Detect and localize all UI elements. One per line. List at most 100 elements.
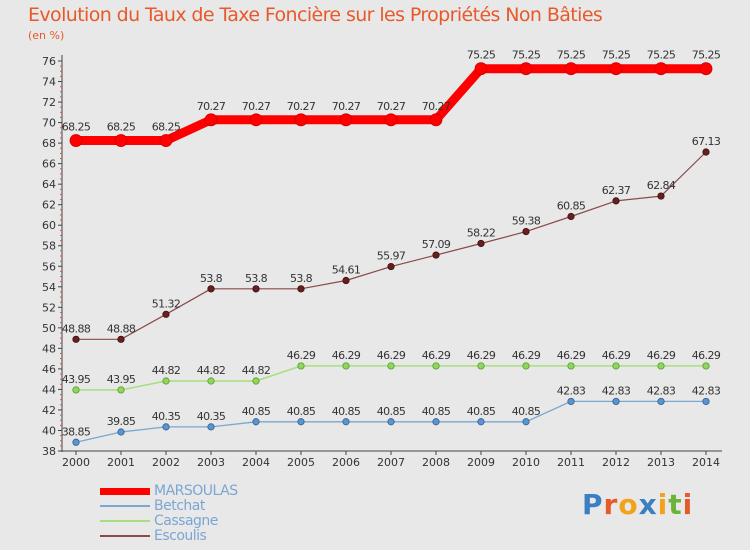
data-label-betchat: 40.85 bbox=[377, 405, 406, 418]
data-label-betchat: 40.85 bbox=[512, 405, 541, 418]
data-point-cassagne bbox=[297, 362, 305, 370]
data-label-cassagne: 43.95 bbox=[62, 373, 91, 386]
x-tick-label: 2009 bbox=[467, 456, 495, 469]
data-point-marsoulas bbox=[654, 62, 668, 76]
legend-swatch-betchat bbox=[100, 505, 150, 507]
data-point-betchat bbox=[342, 418, 350, 426]
data-label-marsoulas: 70.27 bbox=[377, 100, 406, 113]
y-tick-label: 44 bbox=[42, 383, 56, 396]
data-label-escoulis: 48.88 bbox=[62, 322, 91, 335]
x-tick-label: 2013 bbox=[647, 456, 675, 469]
data-point-marsoulas bbox=[699, 62, 713, 76]
legend-item-escoulis: Escoulis bbox=[100, 529, 238, 544]
data-label-betchat: 40.85 bbox=[332, 405, 361, 418]
y-tick-label: 74 bbox=[42, 76, 56, 89]
data-point-marsoulas bbox=[294, 113, 308, 127]
legend-label-betchat: Betchat bbox=[154, 498, 205, 514]
x-tick-label: 2002 bbox=[152, 456, 180, 469]
legend-swatch-escoulis bbox=[100, 535, 150, 537]
data-point-betchat bbox=[522, 418, 530, 426]
data-label-marsoulas: 68.25 bbox=[107, 121, 136, 134]
legend-label-marsoulas: MARSOULAS bbox=[154, 483, 238, 499]
data-point-cassagne bbox=[522, 362, 530, 370]
data-point-cassagne bbox=[612, 362, 620, 370]
data-label-escoulis: 60.85 bbox=[557, 199, 586, 212]
data-label-cassagne: 46.29 bbox=[602, 349, 631, 362]
data-point-cassagne bbox=[72, 386, 80, 394]
data-label-cassagne: 44.82 bbox=[242, 364, 271, 377]
data-point-betchat bbox=[297, 418, 305, 426]
data-label-escoulis: 48.88 bbox=[107, 322, 136, 335]
data-point-betchat bbox=[252, 418, 260, 426]
y-tick-label: 66 bbox=[42, 158, 56, 171]
data-label-betchat: 40.85 bbox=[422, 405, 451, 418]
data-point-marsoulas bbox=[429, 113, 443, 127]
data-point-betchat bbox=[162, 423, 170, 431]
data-point-marsoulas bbox=[384, 113, 398, 127]
data-point-betchat bbox=[477, 418, 485, 426]
data-point-cassagne bbox=[657, 362, 665, 370]
data-label-marsoulas: 70.27 bbox=[422, 100, 451, 113]
series-line-escoulis bbox=[75, 151, 707, 340]
data-point-escoulis bbox=[252, 285, 260, 293]
series-escoulis: 48.88 48.88 51.32 53.8 53.8 53.8 54.61 55.97 57.… bbox=[62, 135, 721, 343]
data-point-escoulis bbox=[342, 276, 350, 285]
data-point-marsoulas bbox=[249, 113, 263, 127]
data-label-betchat: 39.85 bbox=[107, 415, 136, 428]
data-label-marsoulas: 75.25 bbox=[467, 49, 496, 62]
data-label-cassagne: 46.29 bbox=[647, 349, 676, 362]
data-label-marsoulas: 70.27 bbox=[287, 100, 316, 113]
data-point-betchat bbox=[117, 428, 125, 436]
data-label-escoulis: 59.38 bbox=[512, 215, 541, 228]
x-tick-label: 2003 bbox=[197, 456, 225, 469]
data-label-cassagne: 46.29 bbox=[287, 349, 316, 362]
x-tick-label: 2011 bbox=[557, 456, 585, 469]
data-point-cassagne bbox=[477, 362, 485, 370]
data-label-marsoulas: 75.25 bbox=[647, 49, 676, 62]
data-label-marsoulas: 75.25 bbox=[602, 49, 631, 62]
data-label-cassagne: 46.29 bbox=[422, 349, 451, 362]
data-point-cassagne bbox=[387, 362, 395, 370]
data-point-escoulis bbox=[657, 192, 665, 200]
y-tick-label: 40 bbox=[42, 424, 56, 437]
data-label-escoulis: 55.97 bbox=[377, 250, 406, 263]
y-tick-label: 42 bbox=[42, 404, 56, 417]
data-label-cassagne: 46.29 bbox=[467, 349, 496, 362]
data-point-escoulis bbox=[117, 335, 125, 343]
x-tick-label: 2004 bbox=[242, 456, 270, 469]
data-point-escoulis bbox=[207, 285, 215, 293]
data-point-escoulis bbox=[612, 197, 620, 205]
data-point-betchat bbox=[612, 397, 620, 406]
data-point-escoulis bbox=[477, 239, 485, 248]
data-label-betchat: 42.83 bbox=[557, 384, 586, 397]
data-label-cassagne: 46.29 bbox=[692, 349, 721, 362]
data-point-marsoulas bbox=[159, 134, 173, 147]
data-point-marsoulas bbox=[564, 62, 578, 76]
data-label-betchat: 40.85 bbox=[242, 405, 271, 418]
data-label-marsoulas: 75.25 bbox=[692, 49, 721, 62]
data-label-marsoulas: 75.25 bbox=[557, 49, 586, 62]
legend-swatch-cassagne bbox=[100, 520, 150, 522]
y-tick-label: 58 bbox=[42, 240, 56, 253]
data-label-marsoulas: 70.27 bbox=[242, 100, 271, 113]
data-label-escoulis: 53.8 bbox=[200, 272, 223, 285]
data-point-marsoulas bbox=[339, 113, 353, 127]
x-tick-label: 2014 bbox=[692, 456, 720, 469]
data-label-escoulis: 67.13 bbox=[692, 135, 721, 148]
proxiti-logo[interactable]: Proxiti bbox=[582, 488, 693, 521]
data-label-cassagne: 46.29 bbox=[512, 349, 541, 362]
data-point-betchat bbox=[567, 397, 575, 406]
data-point-betchat bbox=[657, 397, 665, 406]
data-label-cassagne: 44.82 bbox=[152, 364, 181, 377]
data-point-betchat bbox=[207, 423, 215, 431]
data-point-cassagne bbox=[702, 362, 710, 370]
data-label-cassagne: 44.82 bbox=[197, 364, 226, 377]
data-label-escoulis: 62.84 bbox=[647, 179, 676, 192]
logo-letter: P bbox=[582, 488, 604, 521]
data-point-escoulis bbox=[432, 251, 440, 259]
data-label-cassagne: 46.29 bbox=[332, 349, 361, 362]
data-point-cassagne bbox=[252, 377, 260, 385]
y-tick-label: 72 bbox=[42, 96, 56, 109]
series-cassagne: 43.95 43.95 44.82 44.82 44.82 46.29 46.29 46.29… bbox=[62, 349, 721, 394]
